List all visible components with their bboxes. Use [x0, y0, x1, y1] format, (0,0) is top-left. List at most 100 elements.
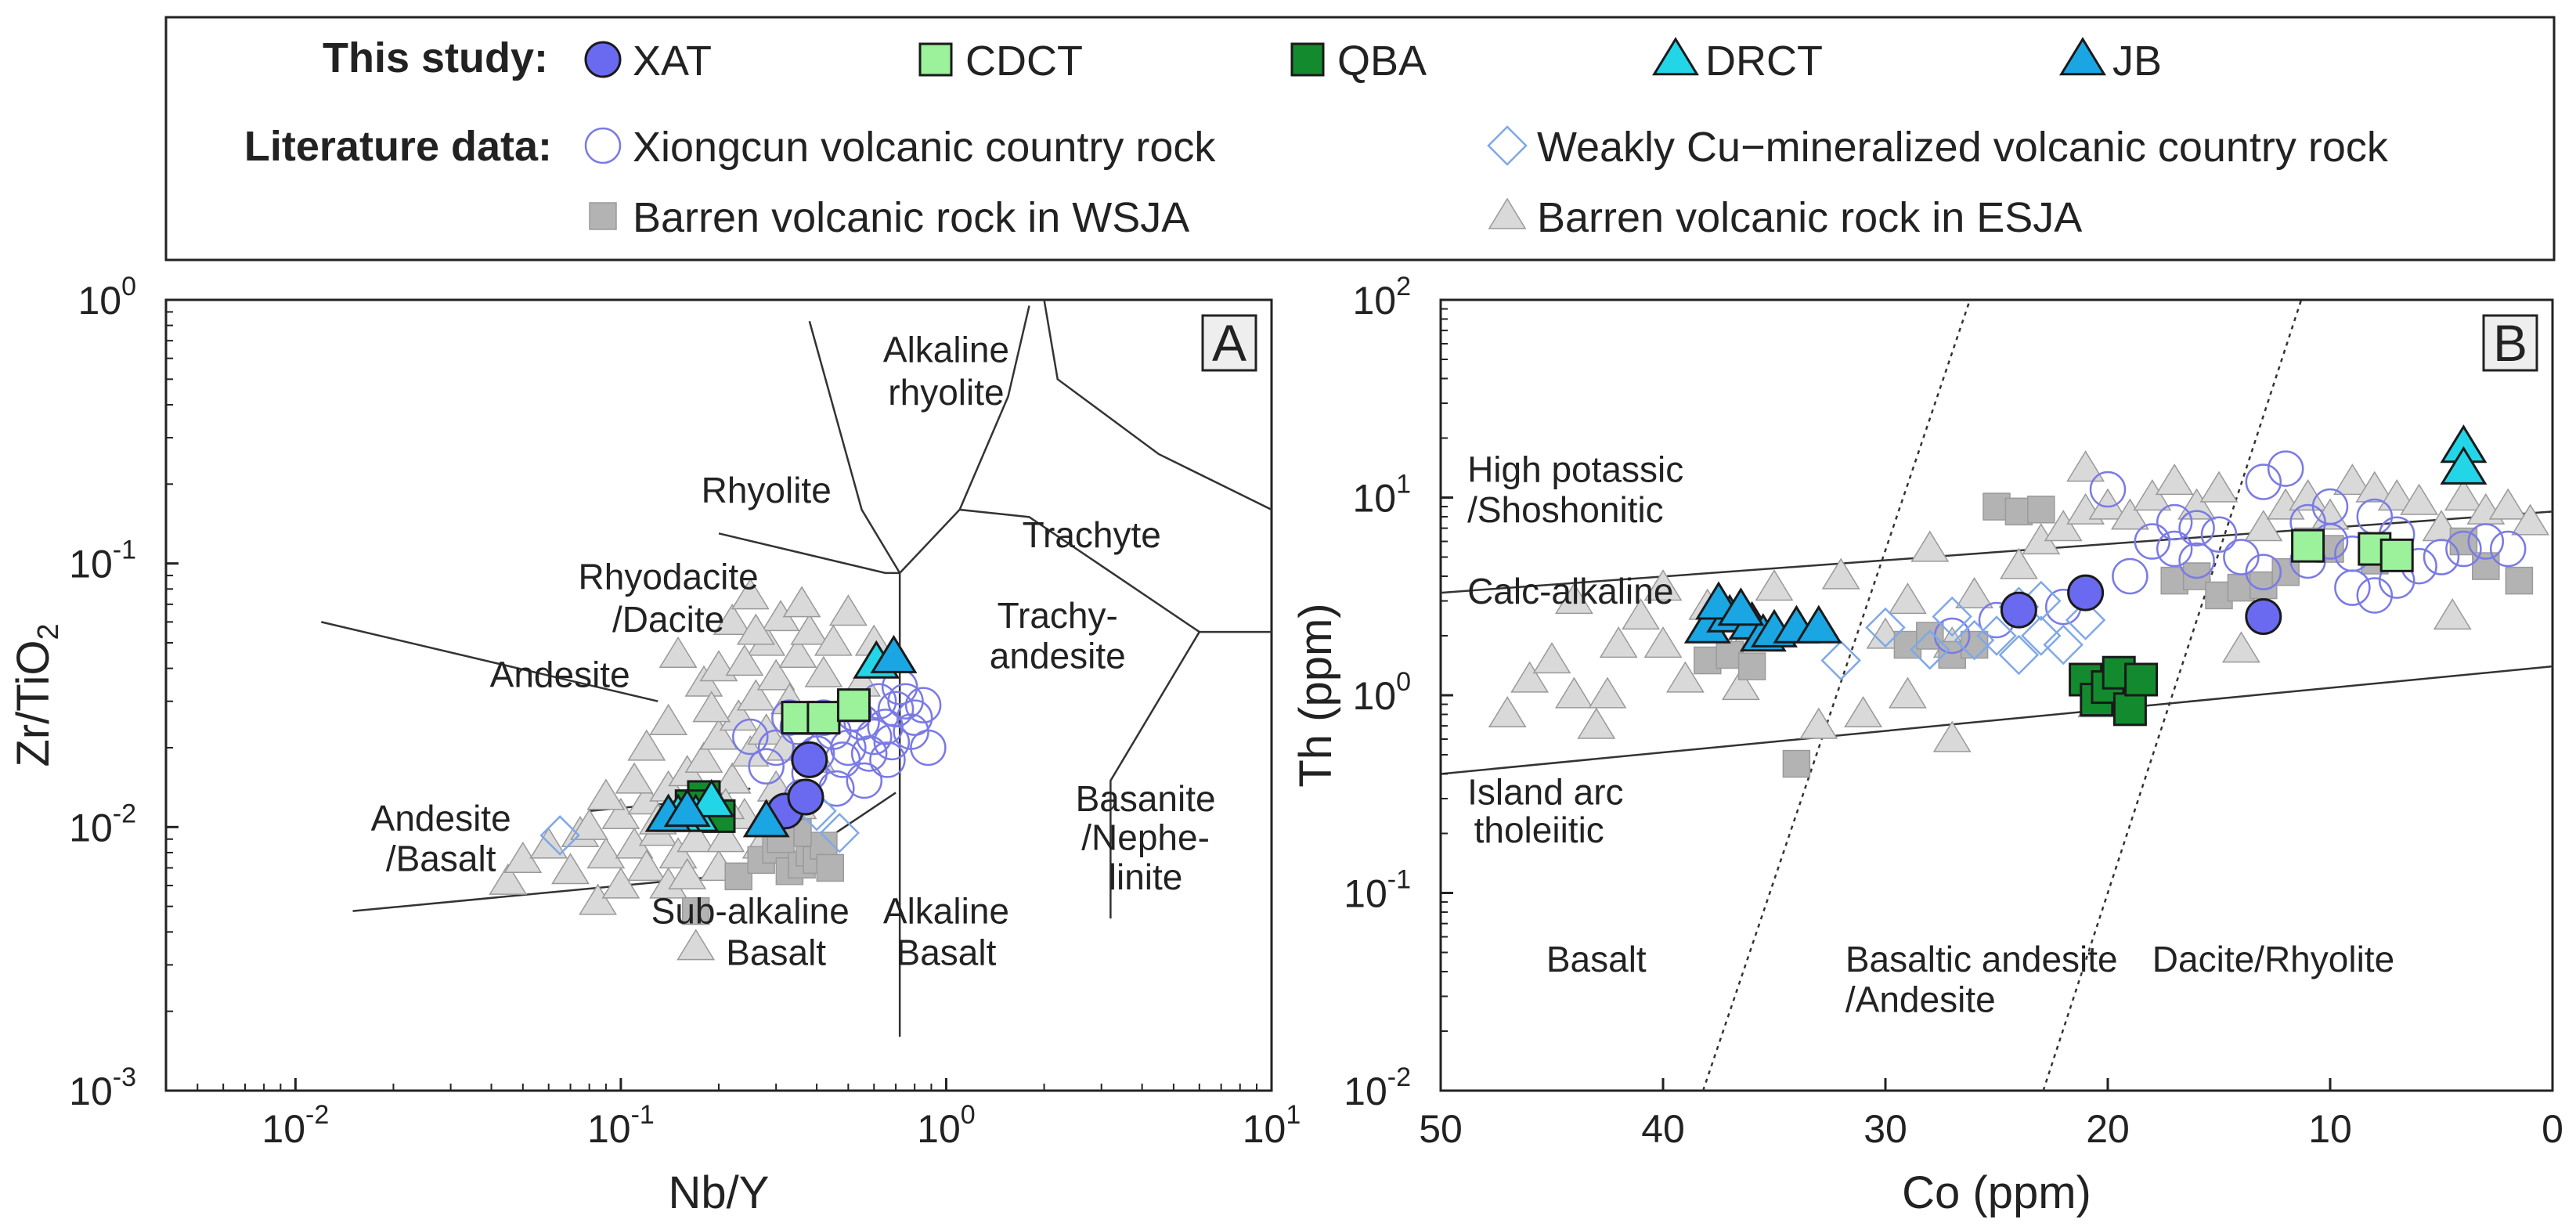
legend-marker-qba [1290, 42, 1325, 77]
panel-b-series-drct [2440, 424, 2488, 485]
panel-a-point-xcv-11 [896, 699, 933, 736]
panel-b-field-label-7: /Andesite [1845, 979, 1996, 1020]
panel-b-point-xcv-7 [2200, 516, 2238, 553]
panel-a-ylabel: Zr/TiO2 [8, 623, 65, 766]
panel-a: AlkalinerhyoliteRhyoliteTrachyteRhyodaci… [8, 272, 1301, 1218]
panel-b-point-bws-10 [2027, 496, 2055, 524]
panel-a-point-bes-64 [570, 808, 609, 840]
panel-b-xlabel: Co (ppm) [1902, 1167, 2091, 1218]
panel-a-point-bes-43 [814, 624, 853, 656]
panel-a-field-boundary-6 [958, 305, 1030, 510]
panel-a-letter-box [1201, 314, 1257, 372]
panel-a-point-xcv-12 [904, 687, 942, 723]
panel-b-series-boundary-0 [1441, 510, 2553, 594]
panel-b-point-wcm-2 [1954, 619, 1995, 661]
panel-b-point-bes-20 [1999, 547, 2038, 579]
panel-b-point-bes-3 [1554, 676, 1593, 709]
panel-b-point-bes-36 [2332, 464, 2372, 496]
panel-b-point-wcm-4 [2021, 615, 2062, 656]
panel-a-field-label-7: andesite [990, 636, 1126, 676]
panel-b-point-bws-3 [1737, 652, 1766, 680]
panel-a-point-bes-26 [713, 762, 752, 794]
panel-a-field-boundary-0 [320, 621, 658, 702]
panel-a-letter: A [1212, 314, 1247, 372]
panel-b-point-bes-53 [1588, 676, 1627, 709]
panel-b-field-label-8: Dacite/Rhyolite [2152, 939, 2394, 979]
panel-a-point-drct-1 [687, 778, 735, 817]
panel-b-point-xcv-22 [2156, 503, 2193, 541]
legend: This study: Literature data: XAT CDCT QBA D… [164, 16, 2556, 262]
panel-b-ylabel: Th (ppm) [1290, 603, 1341, 787]
panel-a-xtick-exponent-0: -2 [305, 1100, 329, 1130]
panel-a-point-bes-59 [782, 586, 821, 618]
panel-b-point-cdct-0 [2291, 528, 2325, 563]
legend-label-bes: Barren volcanic rock in ESJA [1537, 194, 2082, 241]
panel-b-point-jb-6 [1795, 604, 1842, 644]
panel-b-point-bes-44 [2511, 503, 2550, 536]
panel-b-point-bws-7 [1960, 630, 1989, 659]
panel-b-point-bes-45 [2433, 598, 2472, 630]
panel-b-series-jb [1683, 581, 1842, 652]
panel-b-point-xcv-9 [2245, 464, 2282, 500]
panel-b-point-bws-23 [2505, 566, 2534, 595]
panel-b-point-bes-4 [1577, 707, 1616, 739]
panel-a-point-xcv-1 [757, 729, 795, 766]
panel-b-ytick-label-3: 101 [1352, 470, 1411, 521]
panel-b-plot-content [1441, 300, 2553, 1091]
panel-a-point-bes-3 [551, 853, 590, 885]
panel-a-point-xcv-25 [869, 741, 906, 778]
legend-label-cdct: CDCT [965, 38, 1083, 85]
panel-b-ytick-label-2: 100 [1352, 667, 1411, 718]
panel-a-point-wcm-3 [819, 813, 860, 853]
panel-a-point-bes-45 [828, 594, 868, 626]
panel-a-point-bes-34 [756, 658, 796, 691]
panel-b-point-xcv-19 [2467, 523, 2505, 560]
legend-this-study-label: This study: [323, 34, 548, 81]
panel-a-field-label-1: rhyolite [888, 372, 1004, 413]
panel-a-point-xcv-22 [873, 723, 911, 761]
panel-b-point-bes-11 [1755, 569, 1794, 601]
panel-b-field-label-3: Island arc [1467, 772, 1623, 813]
panel-b-point-xcv-8 [2223, 539, 2260, 575]
panel-a-point-bes-40 [790, 613, 829, 645]
panel-b-series-cdct [2291, 528, 2414, 572]
panel-b-point-wcm-6 [2065, 600, 2106, 640]
legend-label-wcm: Weakly Cu−mineralized volcanic country r… [1537, 124, 2389, 171]
panel-a-field-label-2: Rhyolite [702, 470, 832, 510]
panel-a-point-bes-54 [627, 729, 666, 761]
panel-a-point-bes-60 [736, 613, 775, 645]
legend-label-xat: XAT [633, 38, 712, 85]
panel-b-point-wcm-8 [1976, 615, 2017, 656]
panel-a-xtick-exponent-2: 0 [961, 1100, 976, 1130]
panel-b-point-xcv-21 [2134, 523, 2171, 560]
panel-a-point-xat-0 [791, 741, 828, 778]
panel-a-point-bes-55 [615, 762, 654, 794]
panel-b-series-xcv [1933, 450, 2527, 655]
panel-a-point-bes-51 [658, 636, 698, 669]
panel-b-point-xcv-18 [2445, 530, 2482, 568]
panel-b-series-xat [2000, 574, 2282, 636]
panel-b-point-xcv-24 [2311, 488, 2349, 525]
panel-a-point-bes-30 [736, 679, 775, 711]
panel-b-field-label-0: High potassic [1467, 449, 1683, 490]
panel-a-ytick-exponent-2: -1 [113, 536, 136, 565]
panel-a-series-bws [681, 819, 845, 925]
panel-b-point-bes-43 [2488, 488, 2527, 520]
panel-b-point-bes-49 [1643, 626, 1683, 658]
panel-b-point-bes-51 [1721, 669, 1760, 701]
panel-a-point-jb-1 [663, 788, 711, 828]
panel-b-letter-box [2482, 314, 2538, 372]
panel-a-point-bws-0 [681, 896, 710, 925]
panel-b-point-bes-38 [2377, 479, 2416, 511]
panel-b-point-qba-4 [2112, 692, 2147, 727]
panel-b-field-label-6: Basaltic andesite [1845, 939, 2118, 979]
panel-a-field-label-8: Andesite [490, 654, 630, 694]
panel-b-field-label-5: Basalt [1546, 939, 1647, 979]
panel-a-point-cdct-1 [806, 701, 841, 735]
panel-a-series-cdct [781, 688, 871, 735]
panel-a-ytick-label-0: 10-3 [69, 1062, 136, 1113]
panel-a-field-label-13: /Basalt [386, 839, 496, 879]
panel-b-xtick-label-4: 10 [2308, 1107, 2352, 1151]
panel-b-ytick-exponent-1: -1 [1387, 865, 1411, 895]
panel-a-point-bes-0 [489, 863, 528, 895]
